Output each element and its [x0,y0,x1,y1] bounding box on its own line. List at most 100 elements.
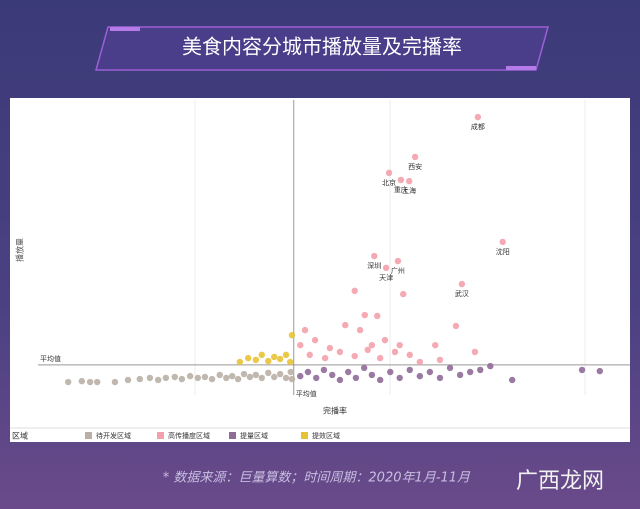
y-axis-label: 播放量 [15,238,25,262]
scatter-point [426,368,434,376]
scatter-point [396,374,403,382]
scatter-point [356,326,364,334]
scatter-point [271,353,278,361]
scatter-point [466,368,474,376]
scatter-point [376,376,384,384]
legend-label: 提量区域 [240,431,268,440]
point-label: 深圳 [367,261,381,270]
scatter-point [397,176,405,184]
scatter-point [474,113,482,121]
scatter-point [394,257,402,265]
average-label: 平均值 [40,354,61,363]
scatter-point [446,364,454,372]
scatter-point [381,336,389,344]
scatter-point [360,364,368,372]
point-label: 重庆 [394,185,408,194]
scatter-point [265,369,272,377]
scatter-point [271,373,278,381]
scatter-point [406,366,413,374]
scatter-point [436,356,444,364]
scatter-point [171,373,178,381]
scatter-point [86,378,94,386]
scatter-point [258,351,265,359]
scatter-point [345,368,352,376]
point-label: 沈阳 [496,247,510,256]
x-axis-label: 完播率 [323,406,347,416]
scatter-point [391,348,399,356]
scatter-point [361,311,368,319]
scatter-point [252,371,260,379]
legend-label: 高传播度区域 [168,431,210,440]
scatter-point [382,264,390,272]
scatter-point [352,374,360,382]
scatter-point [301,326,309,334]
average-label: 平均值 [296,389,317,398]
scatter-point [374,312,381,320]
scatter-point [258,374,265,382]
scatter-point [265,357,272,365]
point-label: 广州 [391,266,405,275]
scatter-point [276,370,284,378]
scatter-point [313,374,320,382]
scatter-point [400,290,407,298]
scatter-point [596,367,604,375]
scatter-point [371,252,378,260]
scatter-point [471,348,479,356]
legend-label: 提效区域 [312,431,340,440]
banner-accent [506,66,536,70]
legend-swatch [301,432,308,439]
scatter-point [477,366,484,374]
scatter-point [287,368,294,376]
scatter-point [320,366,328,374]
scatter-point [368,371,376,379]
scatter-point [304,368,312,376]
legend-swatch [157,432,164,439]
scatter-point [351,352,358,360]
scatter-point [405,177,413,185]
scatter-point [406,351,413,359]
scatter-point [208,375,216,383]
scatter-point [236,358,244,366]
scatter-point [146,374,154,382]
scatter-point [297,341,304,349]
scatter-point [456,371,464,379]
scatter-point [368,341,376,349]
scatter-point [487,362,494,370]
source-note: * 数据来源：巨量算数；时间周期：2020年1月-11月 [163,471,471,486]
scatter-point [186,372,194,380]
scatter-point [288,375,296,383]
scatter-point [178,375,186,383]
plot-panel [10,98,630,442]
legend-swatch [229,432,236,439]
scatter-point [194,374,202,382]
scatter-point [246,373,254,381]
chart-title: 美食内容分城市播放量及完播率 [182,35,462,59]
scatter-point [94,378,101,386]
legend-label: 待开发区域 [96,431,131,440]
watermark: 广西龙网 [516,469,604,494]
scatter-point [124,376,132,384]
point-label: 成都 [471,122,485,131]
scatter-point [240,370,248,378]
scatter-point [508,376,516,384]
scatter-point [228,372,236,380]
scatter-point [336,348,344,356]
point-label: 上海 [402,186,416,195]
point-label: 武汉 [455,289,469,298]
scatter-point [432,341,439,349]
scatter-point [336,376,344,384]
scatter-point [499,238,506,246]
scatter-point [411,153,419,161]
scatter-point [436,374,444,382]
legend-swatch [85,432,92,439]
scatter-point [64,378,72,386]
scatter-point [458,280,466,288]
scatter-point [452,322,460,330]
scatter-point [321,354,329,362]
scatter-point [216,371,223,379]
scatter-point [234,375,242,383]
scatter-point [111,378,119,386]
scatter-point [311,336,319,344]
scatter-point [387,368,394,376]
